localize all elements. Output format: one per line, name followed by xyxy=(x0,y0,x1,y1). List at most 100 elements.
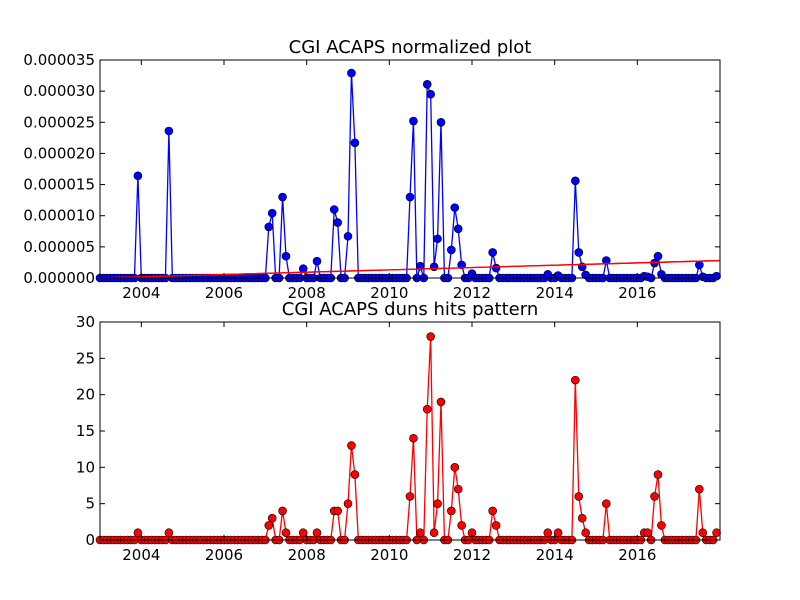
x-tick-label: 2004 xyxy=(122,284,160,302)
series-line xyxy=(100,337,717,540)
data-point xyxy=(406,492,414,500)
x-tick-label: 2010 xyxy=(370,546,408,564)
data-point xyxy=(713,272,721,280)
data-point xyxy=(165,127,173,135)
y-tick-label: 0.000030 xyxy=(23,82,95,100)
y-tick-label: 25 xyxy=(76,349,95,367)
data-point xyxy=(265,521,273,529)
y-tick-label: 10 xyxy=(76,458,95,476)
data-point xyxy=(427,90,435,98)
y-tick-label: 15 xyxy=(76,422,95,440)
x-tick-label: 2014 xyxy=(536,284,574,302)
data-point xyxy=(347,69,355,77)
y-tick-label: 0.000020 xyxy=(23,144,95,162)
x-tick-label: 2006 xyxy=(205,546,243,564)
data-point xyxy=(651,492,659,500)
y-tick-label: 0.000015 xyxy=(23,176,95,194)
data-point xyxy=(282,529,290,537)
data-point xyxy=(571,376,579,384)
data-point xyxy=(451,463,459,471)
data-point xyxy=(299,265,307,273)
x-tick-label: 2008 xyxy=(288,546,326,564)
data-point xyxy=(282,252,290,260)
data-point xyxy=(489,248,497,256)
data-point xyxy=(279,193,287,201)
x-tick-label: 2012 xyxy=(453,546,491,564)
chart-bottom: CGI ACAPS duns hits pattern 2004 2006 2008… xyxy=(76,299,721,564)
data-point xyxy=(434,500,442,508)
data-point xyxy=(695,485,703,493)
data-point xyxy=(582,529,590,537)
data-point xyxy=(447,507,455,515)
data-point xyxy=(344,232,352,240)
data-point xyxy=(492,521,500,529)
data-point xyxy=(657,521,665,529)
data-point xyxy=(713,529,721,537)
data-point xyxy=(427,333,435,341)
data-point xyxy=(330,205,338,213)
x-tick-label: 2016 xyxy=(618,546,656,564)
data-point xyxy=(351,139,359,147)
data-point xyxy=(430,529,438,537)
x-tick-label: 2006 xyxy=(205,284,243,302)
x-tick-label: 2004 xyxy=(122,546,160,564)
data-point xyxy=(699,529,707,537)
data-point xyxy=(437,118,445,126)
data-point xyxy=(578,514,586,522)
data-point xyxy=(334,219,342,227)
data-point xyxy=(299,529,307,537)
data-point xyxy=(458,521,466,529)
y-tick-label: 0.000025 xyxy=(23,113,95,131)
data-point xyxy=(268,514,276,522)
data-point xyxy=(654,252,662,260)
data-point xyxy=(347,442,355,450)
data-point xyxy=(575,492,583,500)
data-point xyxy=(406,193,414,201)
data-point xyxy=(279,507,287,515)
data-point xyxy=(409,117,417,125)
x-tick-label: 2016 xyxy=(618,284,656,302)
y-tick-label: 0 xyxy=(85,531,95,549)
data-point xyxy=(423,405,431,413)
data-point xyxy=(492,264,500,272)
data-point xyxy=(265,223,273,231)
plot-frame xyxy=(100,60,720,278)
plot-frame xyxy=(100,322,720,540)
data-point xyxy=(351,471,359,479)
data-point xyxy=(165,529,173,537)
y-tick-label: 0.000010 xyxy=(23,207,95,225)
data-point xyxy=(344,500,352,508)
data-point xyxy=(454,225,462,233)
chart-title: CGI ACAPS duns hits pattern xyxy=(282,299,538,320)
data-point xyxy=(416,529,424,537)
data-point xyxy=(313,257,321,265)
data-point xyxy=(409,434,417,442)
data-point xyxy=(489,507,497,515)
y-tick-label: 0.000035 xyxy=(23,51,95,69)
data-point xyxy=(313,529,321,537)
data-point xyxy=(334,507,342,515)
series-line xyxy=(100,73,717,278)
data-point xyxy=(644,529,652,537)
data-point xyxy=(571,177,579,185)
data-point xyxy=(430,263,438,271)
y-tick-label: 20 xyxy=(76,386,95,404)
data-point xyxy=(454,485,462,493)
data-point xyxy=(437,398,445,406)
data-point xyxy=(134,172,142,180)
data-point xyxy=(447,246,455,254)
chart-top: CGI ACAPS normalized plot 2004 2006 2008 20… xyxy=(23,37,720,302)
data-point xyxy=(695,261,703,269)
data-point xyxy=(451,204,459,212)
data-point xyxy=(602,500,610,508)
y-tick-label: 30 xyxy=(76,313,95,331)
x-tick-label: 2014 xyxy=(536,546,574,564)
data-point xyxy=(268,209,276,217)
chart-title: CGI ACAPS normalized plot xyxy=(289,37,532,58)
data-point xyxy=(544,529,552,537)
y-tick-label: 0.000000 xyxy=(23,269,95,287)
data-point xyxy=(554,529,562,537)
data-point xyxy=(134,529,142,537)
data-point xyxy=(654,471,662,479)
